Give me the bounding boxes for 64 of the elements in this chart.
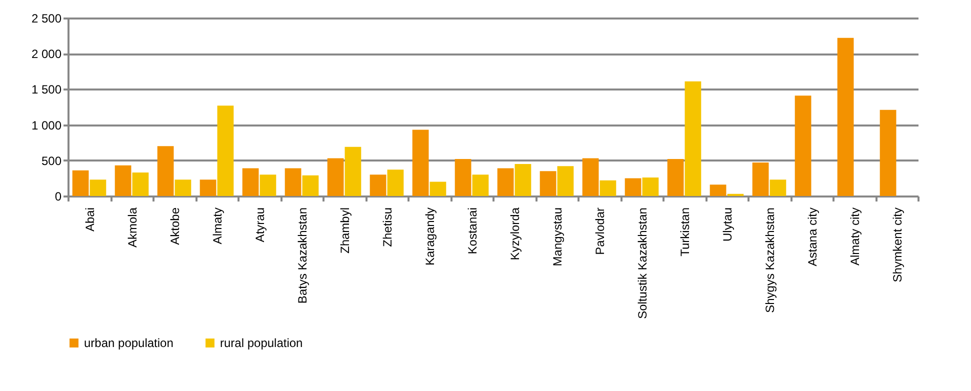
bar bbox=[454, 158, 472, 196]
x-tick-label: Akmola bbox=[125, 207, 140, 248]
y-tick-label: 2 000 bbox=[31, 47, 62, 62]
bar bbox=[217, 106, 234, 196]
bar bbox=[667, 158, 684, 196]
bar bbox=[794, 96, 812, 196]
x-tick-label: Zhambyl bbox=[338, 208, 352, 254]
bar bbox=[302, 175, 319, 196]
bar bbox=[514, 164, 532, 196]
x-tick-label: Mangystau bbox=[550, 208, 564, 266]
bar bbox=[72, 170, 89, 196]
x-tick-label: Aktobe bbox=[168, 207, 182, 245]
bar bbox=[430, 182, 446, 196]
x-tick-label: Kostanai bbox=[465, 208, 480, 254]
bar bbox=[90, 180, 106, 196]
x-tick-label: Pavlodar bbox=[592, 208, 607, 255]
bar bbox=[284, 168, 302, 196]
bar bbox=[752, 162, 769, 196]
x-tick-label: Karagandy bbox=[422, 208, 437, 266]
x-tick-label: Astana city bbox=[805, 208, 820, 266]
y-tick-label: 0 bbox=[54, 190, 62, 204]
y-tick-label: 500 bbox=[41, 154, 62, 168]
x-tick-label: Atyrau bbox=[252, 208, 267, 242]
y-tick-label: 1 000 bbox=[31, 118, 62, 132]
bar bbox=[200, 180, 216, 196]
y-tick-label: 2 500 bbox=[31, 12, 62, 26]
bar bbox=[412, 130, 429, 196]
legend-label: rural population bbox=[220, 336, 303, 350]
x-tick-label: Soltustik Kazakhstan bbox=[635, 208, 650, 319]
bar bbox=[770, 180, 786, 196]
bar bbox=[472, 174, 489, 196]
x-tick-label: Kyzylorda bbox=[508, 207, 522, 260]
bar bbox=[600, 180, 616, 196]
x-tick-label: Ulytau bbox=[720, 208, 734, 242]
x-tick-label: Shygys Kazakhstan bbox=[762, 208, 777, 313]
bar bbox=[540, 171, 556, 196]
bar bbox=[880, 110, 896, 196]
bar bbox=[157, 146, 174, 196]
bar bbox=[114, 165, 132, 196]
bar bbox=[710, 184, 726, 196]
bar bbox=[260, 174, 276, 196]
bar bbox=[837, 38, 854, 196]
bar bbox=[684, 81, 702, 196]
bar bbox=[387, 170, 404, 196]
bar bbox=[242, 168, 259, 196]
x-tick-label: Batys Kazakhstan bbox=[295, 208, 310, 304]
bar bbox=[370, 174, 386, 196]
legend-label: urban population bbox=[84, 336, 174, 350]
bar bbox=[624, 178, 642, 196]
bar bbox=[497, 168, 514, 196]
bar bbox=[344, 146, 362, 196]
x-tick-label: Abai bbox=[82, 208, 97, 232]
x-tick-label: Turkistan bbox=[678, 208, 692, 256]
y-tick-label: 1 500 bbox=[31, 82, 62, 97]
x-tick-label: Shymkent city bbox=[890, 208, 904, 282]
bar bbox=[327, 158, 344, 196]
bar bbox=[132, 172, 149, 196]
bar bbox=[582, 158, 599, 196]
x-tick-label: Almaty bbox=[210, 208, 224, 244]
bar bbox=[174, 180, 192, 196]
bar bbox=[642, 177, 659, 196]
bar bbox=[557, 166, 574, 196]
x-tick-label: Almaty city bbox=[848, 208, 862, 266]
x-tick-label: Zhetisu bbox=[380, 208, 394, 247]
